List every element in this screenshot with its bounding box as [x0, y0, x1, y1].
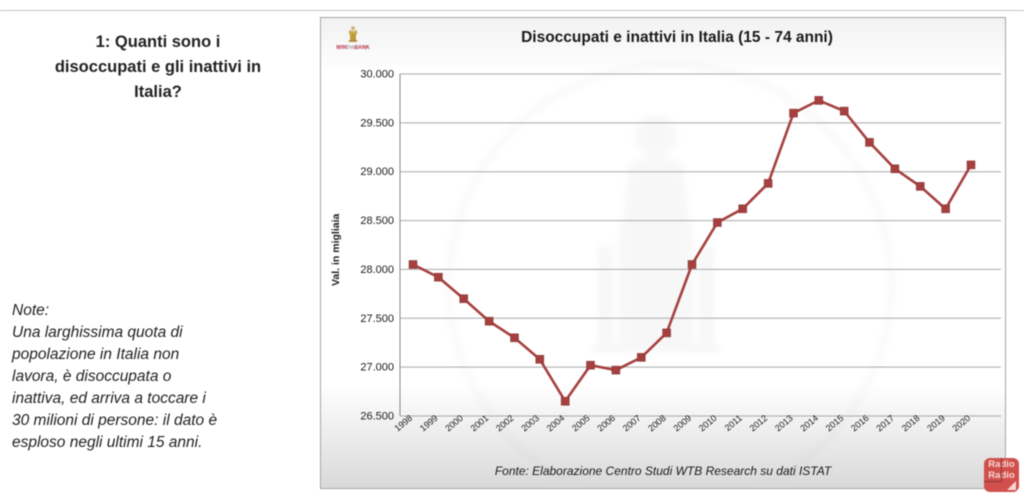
svg-text:28.000: 28.000: [360, 264, 394, 276]
svg-text:28.500: 28.500: [360, 215, 394, 227]
svg-text:27.500: 27.500: [360, 313, 394, 325]
svg-text:29.500: 29.500: [360, 117, 394, 129]
svg-text:30.000: 30.000: [360, 69, 394, 81]
svg-text:27.000: 27.000: [360, 362, 394, 374]
svg-text:29.000: 29.000: [360, 166, 394, 178]
svg-text:26.500: 26.500: [360, 411, 394, 423]
